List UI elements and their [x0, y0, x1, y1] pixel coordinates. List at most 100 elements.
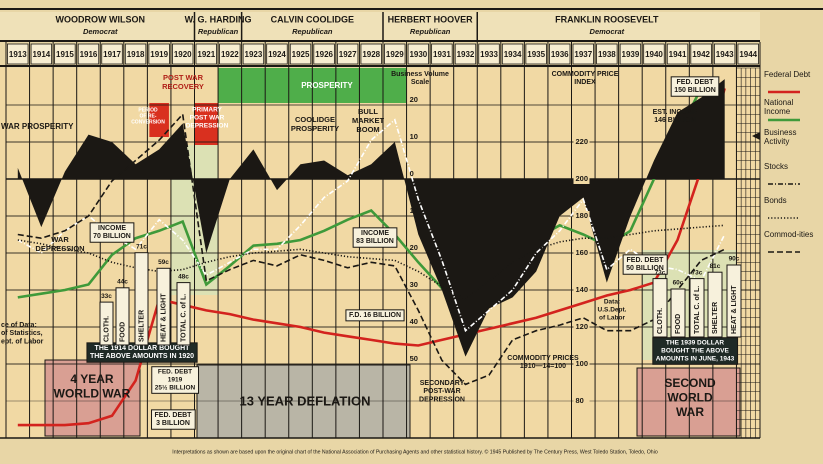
- annotation-text: PRIMARY: [192, 107, 222, 114]
- annotation-text: AMOUNTS IN JUNE, 1943: [656, 355, 735, 362]
- year-cell: [643, 43, 665, 65]
- bar: [156, 267, 171, 346]
- x-tick-label: 1919: [150, 50, 168, 59]
- y-tick-label: 180: [576, 211, 589, 220]
- annotation-text: THE 1939 DOLLAR: [666, 340, 724, 347]
- annotation-text: 4 YEAR: [70, 372, 113, 386]
- annotation: ce of Data:of Statistics, ept. of Labor: [1, 322, 44, 346]
- value-label: 44c: [117, 279, 128, 286]
- annotation-text: WORLD: [667, 391, 713, 405]
- tick-bg: [573, 137, 590, 147]
- bar: [134, 252, 149, 346]
- annotation-box: [622, 254, 668, 275]
- tick-bg: [573, 248, 590, 258]
- y2-tick-label: 10: [410, 206, 418, 215]
- bar: [99, 301, 114, 346]
- annotation: Data:U.S.Dept.of Labor: [598, 299, 627, 322]
- x-tick-label: 1930: [409, 50, 427, 59]
- year-cell: [360, 43, 382, 65]
- x-tick-label: 1943: [716, 50, 734, 59]
- y-tick-label: 160: [576, 248, 589, 257]
- year-cell: [478, 43, 500, 65]
- y2-tick-label: 20: [410, 243, 418, 252]
- year-cell: [572, 43, 594, 65]
- annotation-text: F.D. 16 BILLION: [349, 312, 401, 319]
- annotation-text: COOLIDGE: [295, 115, 335, 124]
- annotation-text: DEPRESSION: [35, 244, 84, 253]
- x-tick-label: 1929: [386, 50, 404, 59]
- legend-label: Stocks: [764, 162, 789, 171]
- annotation-text: 1910—14=100: [520, 363, 566, 370]
- x-tick-label: 1915: [56, 50, 74, 59]
- annotation-text: WAR: [676, 405, 704, 419]
- annotation-text: BOUGHT THE ABOVE: [661, 348, 729, 355]
- legend-label: Bonds: [764, 196, 787, 205]
- y-tick-label: 220: [576, 137, 589, 146]
- president-name: HERBERT HOOVER: [388, 14, 474, 24]
- year-cell: [101, 43, 123, 65]
- bar-label: SHELTER: [138, 310, 145, 342]
- annotation-text: 146 BILLION: [654, 117, 696, 124]
- annotation-text: FED. DEBT: [158, 369, 192, 376]
- x-tick-label: 1926: [315, 50, 333, 59]
- year-cell: [619, 43, 642, 65]
- annotation-text: FED. DEBT: [155, 412, 193, 419]
- annotation-text: of Labor: [599, 314, 625, 321]
- year-cell: [242, 43, 265, 65]
- legend-label: Commod-ities: [764, 230, 814, 239]
- annotation-text: 70 BILLION: [93, 233, 131, 240]
- tick-bg: [573, 211, 590, 221]
- annotation-text: WAR: [51, 235, 69, 244]
- tick-bg: [573, 359, 590, 369]
- bar: [176, 282, 191, 346]
- line: [17, 88, 726, 427]
- annotation-text: POST WAR: [163, 73, 204, 82]
- y-tick-label: 200: [576, 174, 589, 183]
- x-tick-label: 1939: [622, 50, 640, 59]
- y2-tick-label: 40: [410, 317, 418, 326]
- annotation-text: Scale: [411, 79, 429, 86]
- value-label: 81c: [710, 263, 721, 270]
- x-tick-label: 1923: [245, 50, 263, 59]
- annotation-text: COMMODITY PRICES: [507, 355, 579, 362]
- year-cell: [713, 43, 736, 65]
- annotation-text: ce of Data:: [1, 322, 37, 329]
- legend-arrow: [752, 132, 760, 140]
- bar: [652, 278, 668, 338]
- y-tick-label: 140: [576, 285, 589, 294]
- year-cell: [7, 43, 29, 65]
- annotation-text: POST-WAR: [423, 388, 460, 395]
- x-tick-label: 1918: [127, 50, 145, 59]
- annotation-text: 83 BILLION: [356, 238, 394, 245]
- year-cell: [77, 43, 100, 65]
- x-tick-label: 1924: [268, 50, 286, 59]
- annotation-text: Data:: [604, 299, 620, 306]
- annotation-text: 50 BILLION: [626, 265, 664, 272]
- era-band: [149, 103, 169, 137]
- y-tick-label: 100: [576, 359, 589, 368]
- year-cell: [313, 43, 335, 65]
- x-tick-label: 1925: [292, 50, 310, 59]
- annotation-text: RECOVERY: [162, 82, 204, 91]
- annotation-text: INCOME: [361, 230, 389, 237]
- x-tick-label: 1916: [80, 50, 98, 59]
- annotation-text: WAR PROSPERITY: [1, 122, 74, 131]
- value-label: 33c: [101, 293, 112, 300]
- x-tick-label: 1922: [221, 50, 239, 59]
- x-tick-label: 1932: [457, 50, 475, 59]
- annotation-text: PROSPERITY: [291, 124, 339, 133]
- value-label: 73c: [692, 269, 703, 276]
- year-cell: [549, 43, 571, 65]
- bar: [689, 278, 705, 338]
